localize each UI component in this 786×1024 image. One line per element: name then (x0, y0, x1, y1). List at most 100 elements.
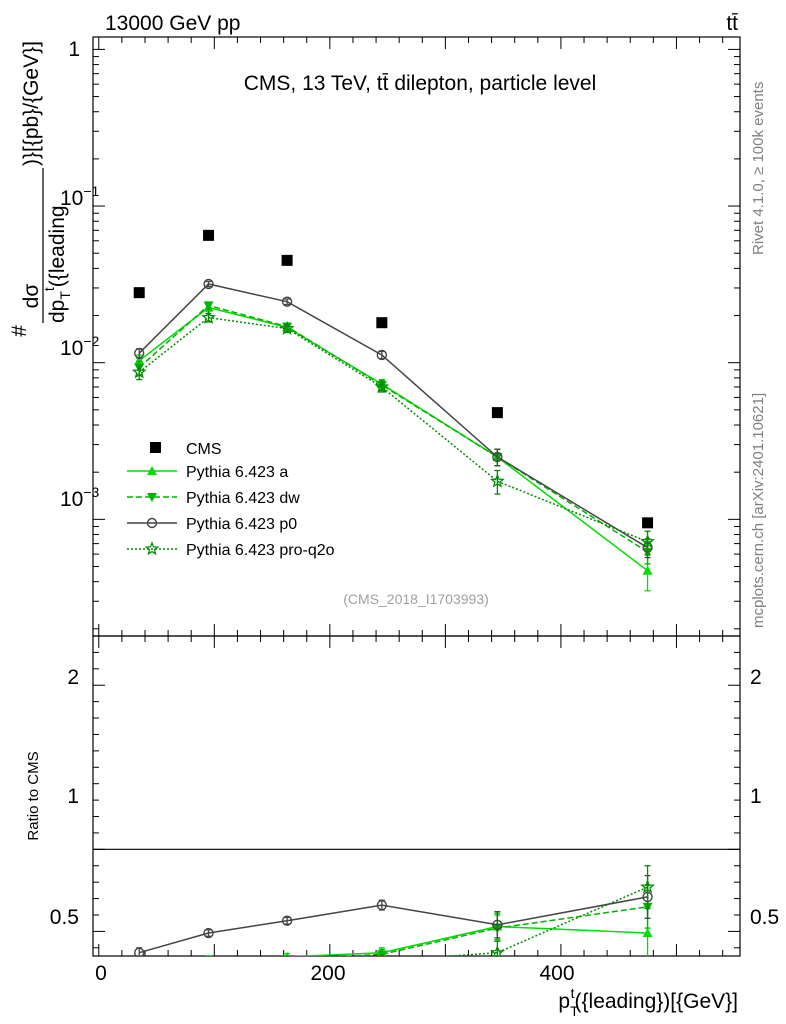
ratio-axis-ticks (93, 636, 740, 956)
reference-point (203, 229, 215, 241)
series-3 (131, 309, 655, 555)
data-point (134, 347, 145, 359)
reference-point (133, 287, 145, 299)
data-point (489, 473, 505, 488)
reference-layer (133, 229, 654, 529)
ratio-point (492, 919, 503, 931)
ratio-line (138, 896, 648, 954)
y-label-suffix: )}[{pb}/{GeV}] (20, 41, 43, 166)
ratio-point (642, 928, 653, 938)
ratio-series-0 (134, 907, 653, 967)
data-point (279, 320, 295, 335)
data-point (134, 355, 145, 365)
data-point (131, 364, 147, 379)
main-axis-ticks (93, 37, 740, 636)
ratio-point (134, 960, 145, 971)
y-label-prefix: # (8, 325, 31, 337)
analysis-id: (CMS_2018_I1703993) (343, 591, 489, 607)
main-y-tick-labels: 10−3 10−2 10−1 1 (60, 38, 100, 511)
mcplots-label: mcplots.cern.ch [arXiv:2401.10621] (750, 393, 767, 628)
legend-marker (147, 466, 157, 475)
ratio-point (204, 959, 214, 968)
data-point (374, 379, 390, 394)
legend-item-3: Pythia 6.423 pro-q2o (127, 541, 335, 559)
y-tick-label-1e-3: 10−3 (60, 484, 100, 511)
legend-label: Pythia 6.423 dw (186, 490, 300, 507)
ratio-series-3 (134, 865, 655, 971)
data-point (203, 278, 214, 290)
legend-item-0: Pythia 6.423 a (127, 464, 288, 481)
x-axis-label: pTt({leading})[{GeV}] (558, 985, 738, 1019)
reference-point (281, 254, 293, 266)
legend-label: Pythia 6.423 pro-q2o (186, 542, 335, 559)
reference-point (376, 317, 388, 329)
ratio-y-tick-labels: 2 1 0.5 2 1 0.5 (50, 666, 779, 929)
legend-marker (147, 493, 157, 502)
ratio-series-1 (134, 884, 653, 969)
data-point (203, 301, 214, 311)
ratio-y-axis-label: Ratio to CMS (25, 751, 42, 840)
legend-item-cms: CMS (150, 441, 222, 458)
ratio-point (286, 954, 288, 956)
ratio-y-tick-05-right: 0.5 (750, 906, 779, 929)
ratio-point (203, 927, 214, 939)
ratio-point (376, 899, 388, 911)
y-tick-label-1: 1 (68, 38, 80, 61)
ratio-panel-frame (92, 635, 741, 957)
y-label-denominator: dpTt({leading (41, 205, 73, 323)
ratio-point (489, 944, 505, 956)
ratio-point (281, 915, 293, 926)
series-line (138, 283, 648, 549)
legend-item-2: Pythia 6.423 p0 (127, 516, 297, 533)
ratio-point (203, 958, 214, 969)
data-point (376, 349, 388, 361)
legend: CMS Pythia 6.423 a Pythia 6.423 dw Pythia … (127, 441, 335, 559)
x-tick-label-200: 200 (310, 962, 345, 985)
y-label-numerator: dσ (20, 284, 43, 309)
ratio-point (207, 954, 210, 956)
x-tick-label-400: 400 (539, 962, 574, 985)
legend-label: Pythia 6.423 p0 (186, 516, 297, 533)
ratio-point (284, 951, 290, 956)
chart-title: CMS, 13 TeV, tt̄ dilepton, particle leve… (244, 72, 597, 95)
series-2 (134, 278, 653, 559)
data-point (642, 565, 653, 575)
reference-point (642, 517, 654, 529)
data-point (640, 533, 655, 548)
legend-marker (146, 517, 158, 529)
main-series-layer (131, 278, 655, 592)
legend-item-1: Pythia 6.423 dw (127, 490, 300, 507)
ratio-y-tick-05: 0.5 (50, 906, 79, 929)
ratio-y-tick-1-right: 1 (750, 785, 762, 808)
ratio-point (134, 958, 144, 967)
y-tick-label-1e-2: 10−2 (60, 333, 100, 360)
series-line (138, 316, 648, 543)
reference-point (491, 407, 503, 419)
ratio-series-layer (134, 865, 655, 971)
series-line (138, 304, 649, 553)
process-label: tt̄ (726, 12, 738, 35)
data-point (201, 309, 216, 324)
x-tick-labels: 0 200 400 (95, 962, 574, 985)
legend-marker-cms (150, 442, 161, 453)
data-point (281, 296, 293, 307)
legend-label: Pythia 6.423 a (186, 464, 288, 481)
legend-label-cms: CMS (186, 441, 222, 458)
ratio-point (134, 960, 144, 969)
ratio-series-2 (134, 874, 653, 956)
ratio-y-tick-2-right: 2 (750, 666, 762, 689)
data-point (492, 451, 503, 463)
ratio-y-tick-1: 1 (67, 785, 79, 808)
ratio-line (440, 886, 648, 956)
ratio-y-tick-2: 2 (67, 666, 79, 689)
main-y-axis-label: # dσ dpTt({leading )}[{pb}/{GeV}] (8, 41, 73, 337)
rivet-label: Rivet 4.1.0, ≥ 100k events (750, 82, 767, 255)
y-tick-label-1e-1: 10−1 (60, 183, 100, 210)
ratio-line (288, 925, 648, 956)
legend-marker (144, 541, 160, 556)
ratio-point (134, 947, 145, 956)
ratio-point (282, 955, 293, 956)
energy-label: 13000 GeV pp (105, 12, 240, 35)
ratio-point (640, 879, 655, 894)
